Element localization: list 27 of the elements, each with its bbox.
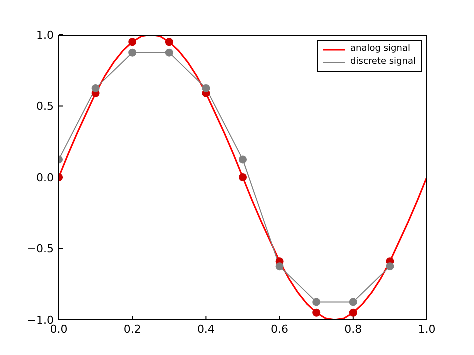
x-tick-label: 0.6 [271,322,289,336]
point [276,262,284,271]
x-tick-label: 0.2 [124,322,142,336]
point [386,262,394,271]
point [165,38,174,46]
point [92,84,100,92]
point [312,308,321,317]
point [128,38,137,46]
point [239,174,247,182]
line-series [59,35,427,320]
y-tick-label: −0.5 [27,242,54,256]
point [349,308,358,317]
point [202,84,210,92]
x-tick-label: 1.0 [418,322,436,336]
x-tick-label: 0.4 [197,322,215,336]
point [165,48,174,57]
legend-label: discrete signal [350,56,416,69]
point [128,48,137,57]
legend-label: analog signal [350,43,410,56]
point [239,156,247,164]
y-tick-label: 0.5 [36,100,54,114]
y-tick-label: 1.0 [36,28,54,42]
x-tick-label: 0.0 [50,322,68,336]
point [312,298,321,306]
x-tick-label: 0.8 [344,322,362,336]
point [349,298,358,306]
y-tick-label: 0.0 [36,171,54,184]
